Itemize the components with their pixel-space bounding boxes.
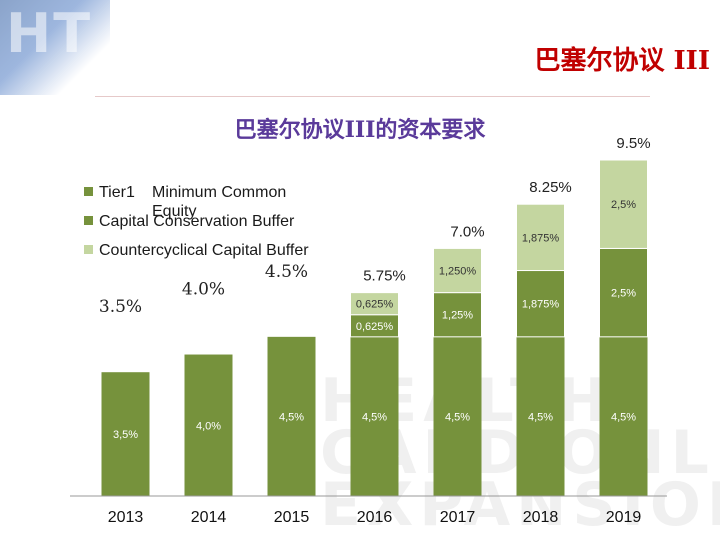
x-tick-label: 2013 bbox=[108, 509, 144, 526]
bar-total-label: 4.5% bbox=[265, 262, 308, 282]
bar-data-label: 2,5% bbox=[611, 288, 636, 300]
bar-data-label: 4,5% bbox=[279, 411, 304, 423]
bar-segment bbox=[433, 336, 482, 496]
bar-data-label: 4,5% bbox=[611, 411, 636, 423]
bar-segment bbox=[101, 372, 150, 496]
x-tick-label: 2015 bbox=[274, 509, 310, 526]
legend-note-line: Equity bbox=[152, 203, 197, 220]
bar-segment bbox=[350, 292, 399, 316]
legend-note-line: Minimum Common bbox=[152, 184, 287, 201]
legend-swatch-icon bbox=[84, 187, 93, 196]
bar-data-label: 4,0% bbox=[196, 420, 221, 432]
bar-segment bbox=[516, 336, 565, 496]
legend-item-tier1: Tier1 bbox=[84, 184, 135, 202]
bar-segment bbox=[599, 336, 648, 496]
bar-data-label: 2,5% bbox=[611, 199, 636, 211]
bar-data-label: 0,625% bbox=[356, 321, 394, 333]
bar-total-label: 5.75% bbox=[363, 268, 406, 285]
bar-data-label: 1,250% bbox=[439, 266, 477, 278]
bar-data-label: 3,5% bbox=[113, 429, 138, 441]
legend-swatch-icon bbox=[84, 245, 93, 254]
corner-logo-icon: HT bbox=[6, 2, 93, 65]
x-tick-label: 2019 bbox=[606, 509, 642, 526]
bar-segment bbox=[599, 247, 648, 338]
legend-item-countercyclical: Countercyclical Capital Buffer bbox=[84, 242, 309, 260]
bar-data-label: 4,5% bbox=[362, 411, 387, 423]
bar-data-label: 4,5% bbox=[528, 411, 553, 423]
bar-segment bbox=[516, 203, 565, 272]
x-tick-label: 2016 bbox=[357, 509, 393, 526]
corner-decoration: HT bbox=[0, 0, 110, 95]
bar-total-label: 9.5% bbox=[616, 135, 650, 152]
bar-data-label: 1,875% bbox=[522, 232, 560, 244]
slide-header-title: 巴塞尔协议 III bbox=[534, 46, 710, 76]
bar-segment bbox=[184, 354, 233, 496]
legend-note-box: Minimum Common Equity bbox=[144, 180, 354, 220]
legend-swatch-icon bbox=[84, 216, 93, 225]
bar-data-label: 1,875% bbox=[522, 299, 560, 311]
legend-label: Tier1 bbox=[99, 184, 135, 201]
legend-label: Capital Conservation Buffer bbox=[99, 213, 295, 230]
header-divider bbox=[95, 96, 650, 97]
chart-title: 巴塞尔协议III的资本要求 bbox=[234, 117, 486, 143]
bar-data-label: 4,5% bbox=[445, 411, 470, 423]
bar-segment bbox=[267, 336, 316, 496]
bar-segment bbox=[433, 247, 482, 294]
bar-total-label: 4.0% bbox=[182, 280, 225, 300]
bar-segment bbox=[350, 336, 399, 496]
x-tick-label: 2017 bbox=[440, 509, 476, 526]
bar-segment bbox=[516, 270, 565, 338]
bar-total-label: 3.5% bbox=[99, 297, 142, 317]
bar-segment bbox=[599, 159, 648, 249]
bar-data-label: 0,625% bbox=[356, 299, 394, 311]
bar-data-label: 1,25% bbox=[442, 310, 473, 322]
bar-segment bbox=[433, 292, 482, 338]
legend-item-conservation: Capital Conservation Buffer bbox=[84, 213, 294, 231]
x-tick-label: 2018 bbox=[523, 509, 559, 526]
legend-label: Countercyclical Capital Buffer bbox=[99, 242, 309, 259]
x-tick-label: 2014 bbox=[191, 509, 227, 526]
bar-total-label: 7.0% bbox=[450, 223, 484, 240]
bar-total-label: 8.25% bbox=[529, 179, 572, 196]
